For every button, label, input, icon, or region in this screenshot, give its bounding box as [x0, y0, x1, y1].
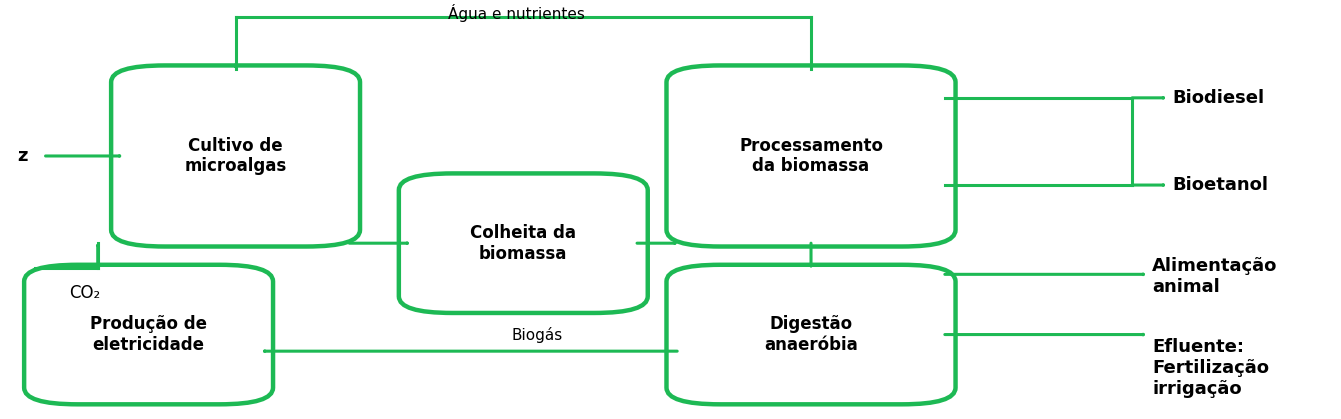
- Text: Digestão
anaeróbia: Digestão anaeróbia: [764, 315, 858, 354]
- Text: Bioetanol: Bioetanol: [1172, 176, 1269, 194]
- Text: CO₂: CO₂: [68, 284, 101, 302]
- Text: Processamento
da biomassa: Processamento da biomassa: [739, 137, 882, 176]
- Text: Efluente:
Fertilização
irrigação: Efluente: Fertilização irrigação: [1152, 338, 1270, 398]
- FancyBboxPatch shape: [666, 265, 956, 404]
- Text: Cultivo de
microalgas: Cultivo de microalgas: [185, 137, 287, 176]
- Text: Produção de
eletricidade: Produção de eletricidade: [90, 315, 207, 354]
- FancyBboxPatch shape: [111, 65, 359, 246]
- Text: Alimentação
animal: Alimentação animal: [1152, 257, 1278, 296]
- Text: Água e nutrientes: Água e nutrientes: [448, 4, 585, 22]
- FancyBboxPatch shape: [398, 173, 648, 313]
- FancyBboxPatch shape: [666, 65, 956, 246]
- Text: z: z: [17, 147, 28, 165]
- Text: Biodiesel: Biodiesel: [1172, 89, 1265, 107]
- FancyBboxPatch shape: [24, 265, 274, 404]
- Text: Biogás: Biogás: [511, 326, 562, 343]
- Text: Colheita da
biomassa: Colheita da biomassa: [471, 224, 577, 263]
